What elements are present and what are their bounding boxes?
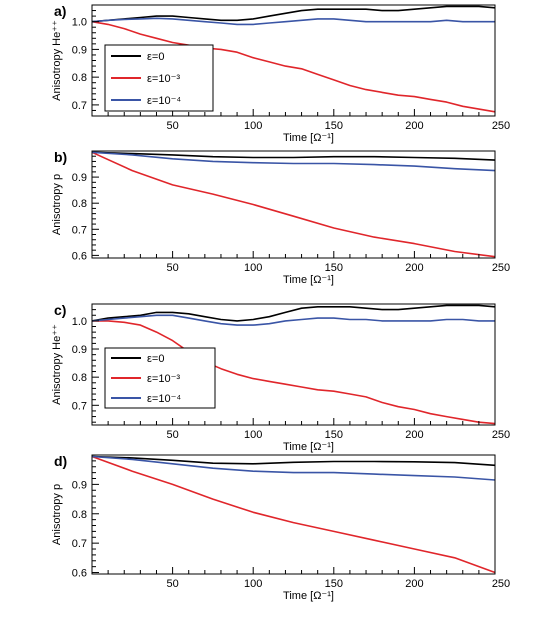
- y-tick-label: 0.8: [72, 509, 87, 521]
- y-tick-label: 0.7: [72, 538, 87, 550]
- x-tick-label: 50: [166, 429, 178, 441]
- panel-d: 50 100 150 200 250 0.6 0.7 0.8 0.9 Time [Ω⁻¹] Anis…: [51, 453, 510, 602]
- series-line-1: [92, 320, 496, 425]
- x-tick-label: 250: [492, 429, 510, 441]
- panel-b: 50 100 150 200 250 0.6 0.7 0.8 0.9 Time [Ω⁻¹] Anis…: [51, 149, 510, 286]
- x-tick-label: 250: [492, 578, 510, 590]
- legend-label: ε=10⁻⁴: [147, 393, 181, 405]
- y-tick-label: 0.6: [72, 250, 87, 262]
- y-tick-label: 0.9: [72, 344, 87, 356]
- legend: ε=0 ε=10⁻³ ε=10⁻⁴: [104, 347, 216, 409]
- x-tick-label: 100: [244, 262, 262, 274]
- y-tick-label: 0.9: [72, 172, 87, 184]
- x-axis-title: Time [Ω⁻¹]: [283, 590, 334, 602]
- x-axis-title: Time [Ω⁻¹]: [283, 132, 334, 144]
- y-tick-label: 0.7: [72, 100, 87, 112]
- x-tick-label: 100: [244, 578, 262, 590]
- series-line-1: [91, 20, 496, 113]
- legend-label: ε=0: [147, 51, 164, 63]
- x-axis-title: Time [Ω⁻¹]: [283, 274, 334, 286]
- series-line-1: [91, 151, 496, 258]
- series-line-2: [91, 151, 496, 172]
- series-line-0: [91, 151, 496, 161]
- x-tick-label: 150: [325, 578, 343, 590]
- series-line-2: [91, 17, 495, 26]
- panel-a: 50 100 150 200 250 0.7 0.8 0.9 1.0 Time [Ω⁻¹] Anis…: [51, 3, 510, 144]
- y-tick-label: 0.9: [72, 479, 87, 491]
- panel-label: b): [54, 149, 67, 165]
- x-tick-label: 200: [405, 262, 423, 274]
- y-tick-label: 0.6: [72, 568, 87, 580]
- y-tick-label: 0.8: [72, 72, 87, 84]
- x-tick-label: 250: [492, 120, 510, 132]
- x-tick-label: 200: [405, 578, 423, 590]
- panel-label: a): [54, 3, 66, 19]
- legend-label: ε=0: [147, 353, 164, 365]
- panel-c: 50 100 150 200 250 0.7 0.8 0.9 1.0 Time [Ω⁻¹] Anis…: [51, 302, 510, 453]
- series-line-0: [91, 455, 496, 467]
- series-line-1: [91, 455, 496, 574]
- y-tick-label: 0.8: [72, 198, 87, 210]
- y-tick-label: 1.0: [72, 316, 87, 328]
- x-tick-label: 150: [325, 429, 343, 441]
- x-tick-label: 100: [244, 429, 262, 441]
- plot-frame: [91, 150, 496, 259]
- legend-label: ε=10⁻³: [147, 373, 180, 385]
- plot-frame: [91, 303, 496, 426]
- x-axis-title: Time [Ω⁻¹]: [283, 441, 334, 453]
- x-tick-label: 200: [405, 429, 423, 441]
- series-line-2: [91, 455, 496, 481]
- x-tick-label: 100: [244, 120, 262, 132]
- x-tick-label: 250: [492, 262, 510, 274]
- x-tick-label: 50: [166, 578, 178, 590]
- panel-label: c): [54, 302, 66, 318]
- series-line-2: [91, 314, 495, 326]
- y-tick-label: 1.0: [72, 17, 87, 29]
- panel-label: d): [54, 453, 67, 469]
- series-line-0: [91, 304, 496, 322]
- legend: ε=0 ε=10⁻³ ε=10⁻⁴: [104, 44, 214, 112]
- y-tick-label: 0.8: [72, 372, 87, 384]
- x-tick-label: 50: [166, 120, 178, 132]
- y-axis-title: Anisotropy p: [51, 484, 63, 545]
- legend-label: ε=10⁻⁴: [147, 95, 181, 107]
- x-tick-label: 150: [325, 120, 343, 132]
- y-axis-title: Anisotropy He⁺⁺: [51, 20, 63, 101]
- legend-label: ε=10⁻³: [147, 73, 180, 85]
- series-line-0: [91, 5, 496, 23]
- x-tick-label: 50: [166, 262, 178, 274]
- x-tick-label: 200: [405, 120, 423, 132]
- plot-frame: [91, 454, 496, 575]
- y-tick-label: 0.7: [72, 400, 87, 412]
- y-tick-label: 0.9: [72, 44, 87, 56]
- y-tick-label: 0.7: [72, 224, 87, 236]
- y-axis-title: Anisotropy He⁺⁺: [51, 324, 63, 405]
- x-tick-label: 150: [325, 262, 343, 274]
- y-axis-title: Anisotropy p: [51, 174, 63, 235]
